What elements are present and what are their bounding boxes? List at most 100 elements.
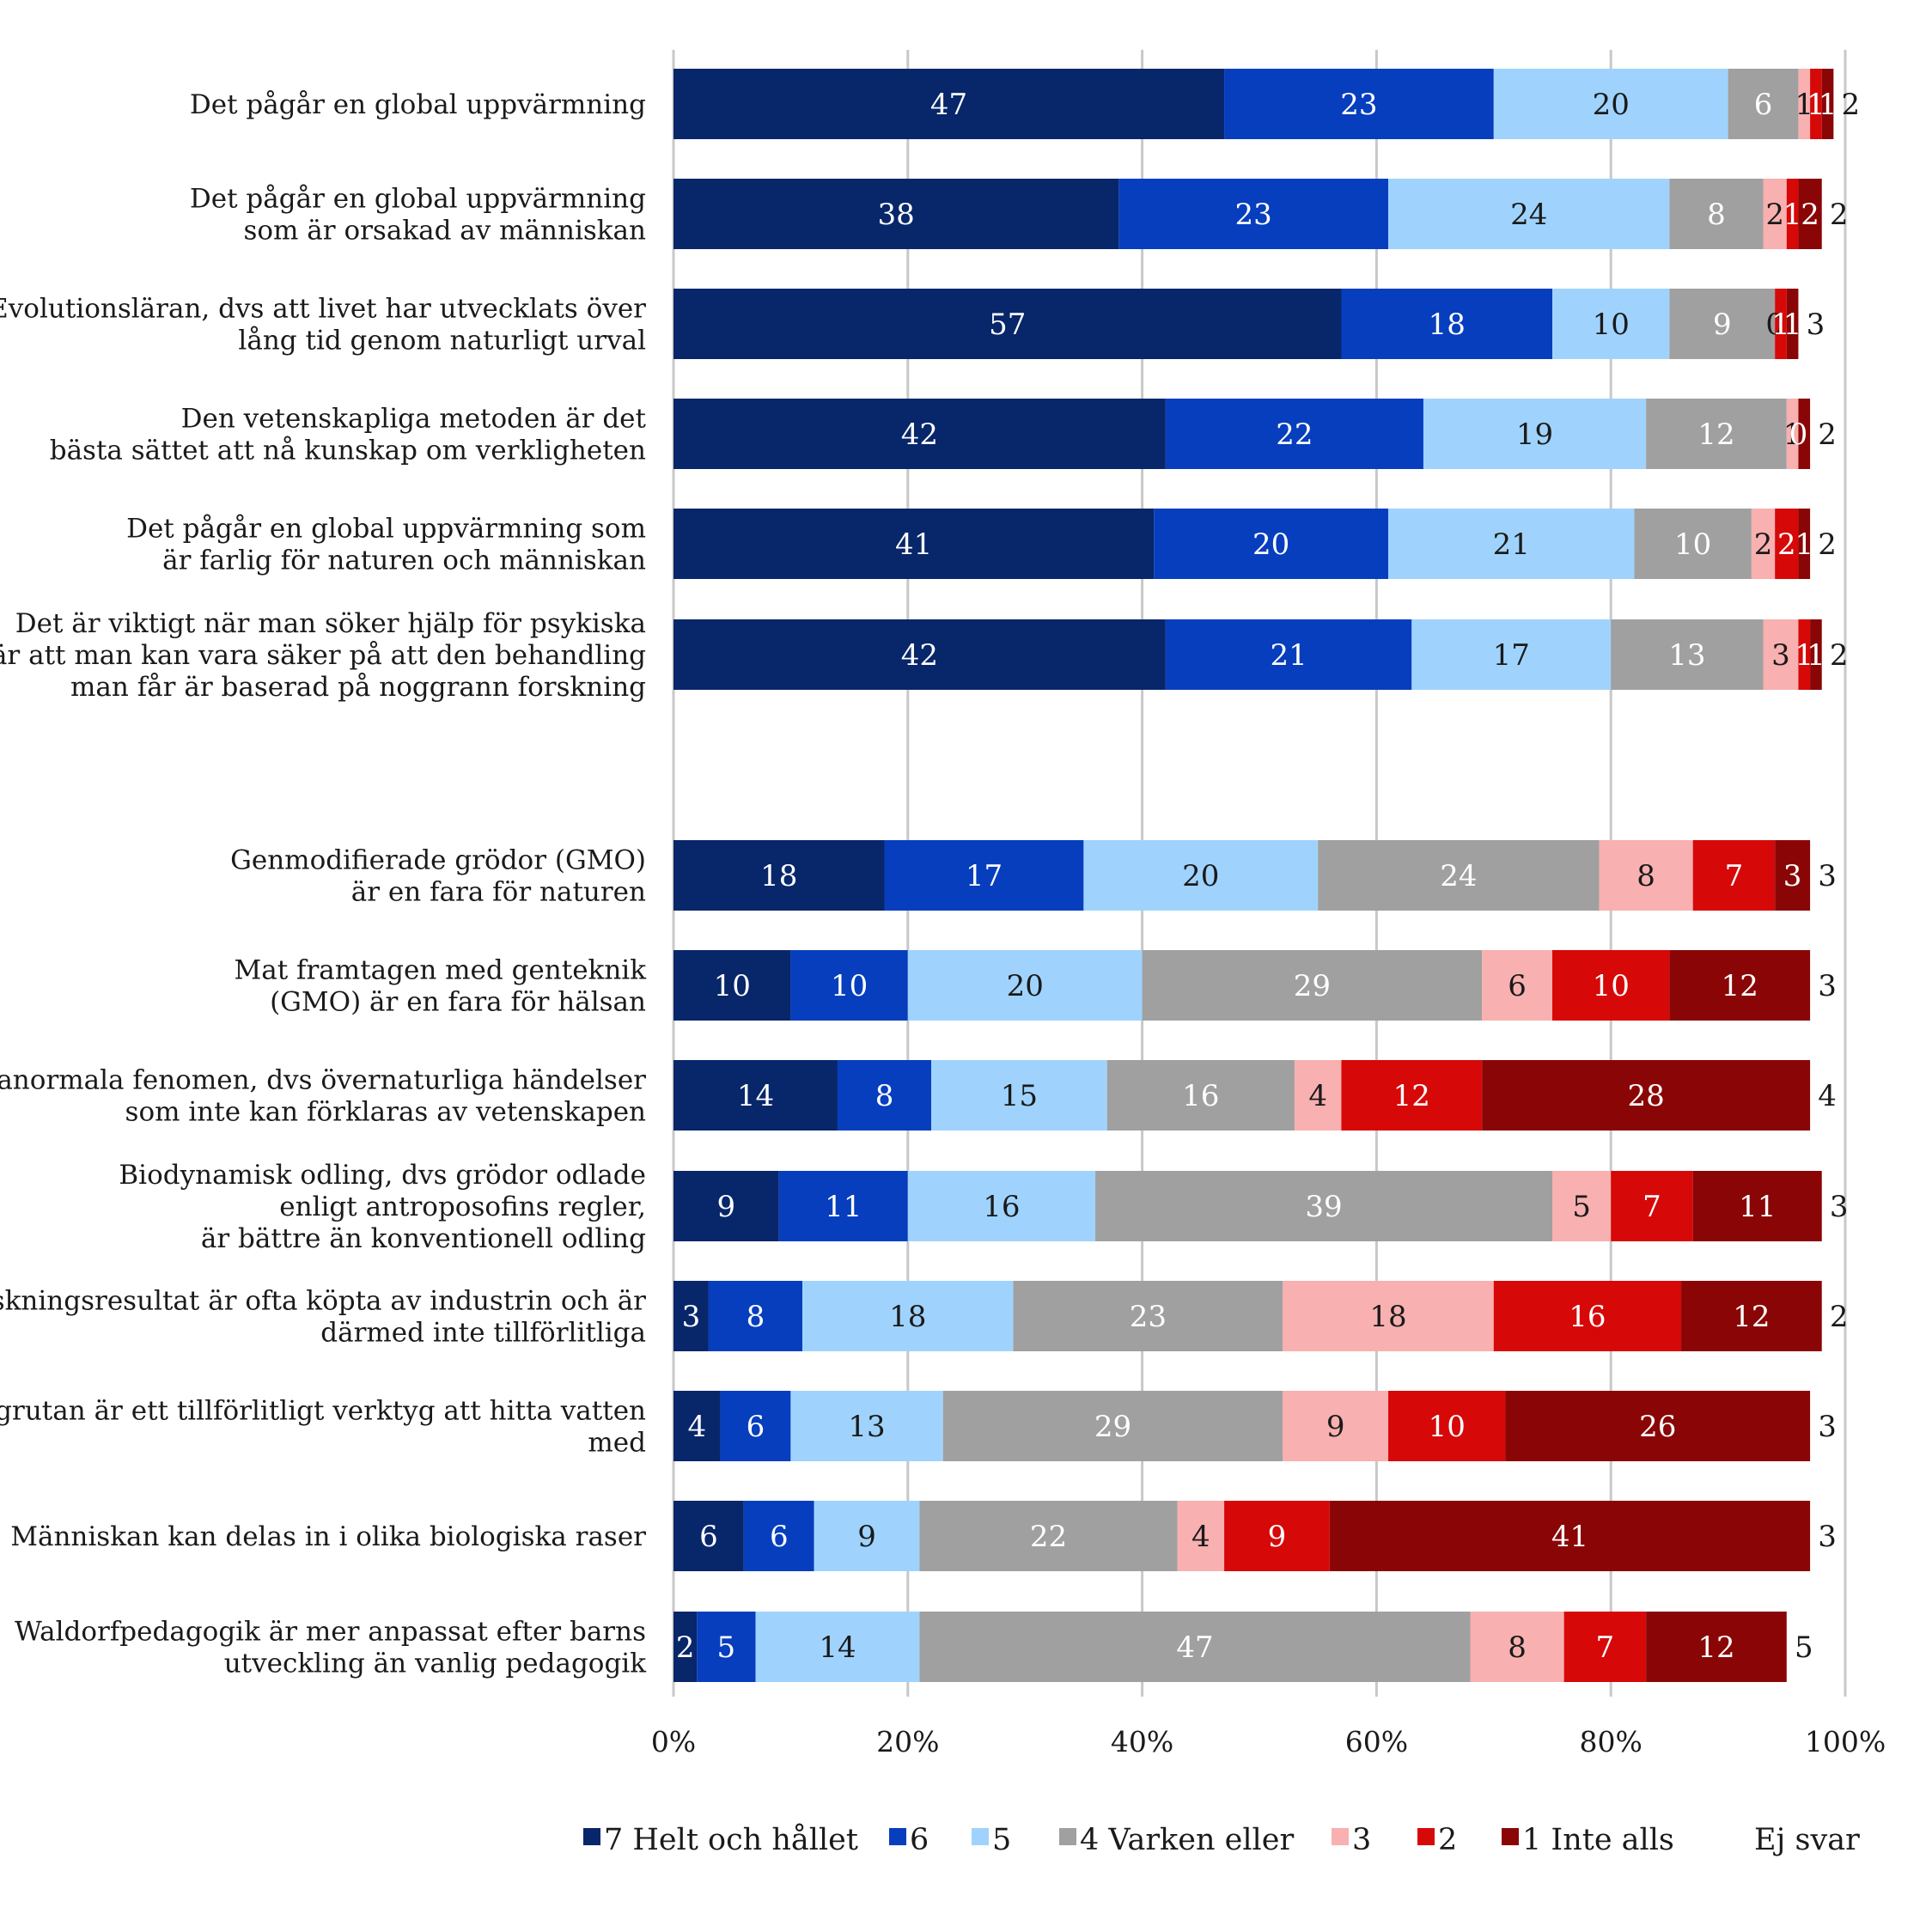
bar-segment	[1411, 619, 1612, 690]
legend: 7 Helt och hållet 6 5 4 Varken eller 3 2 1 Int…	[583, 1822, 1860, 1857]
bar-value-label: 2	[676, 1630, 695, 1665]
bar-value-label: 18	[889, 1300, 926, 1334]
bar-segment	[790, 950, 908, 1021]
bar-value-label: 22	[1276, 417, 1313, 452]
bar-value-label: 4	[1308, 1079, 1327, 1113]
bar-segment	[673, 179, 1119, 249]
bar-segment	[1599, 840, 1693, 911]
bar-value-label: 9	[1326, 1410, 1345, 1444]
bar-segment	[1728, 69, 1799, 139]
bar-segment	[1810, 619, 1822, 690]
bar-segment	[1786, 289, 1799, 359]
legend-swatch	[1417, 1828, 1435, 1845]
bar-segment	[755, 1612, 920, 1682]
bar-segment	[720, 1391, 791, 1461]
bar-value-label: 1	[1783, 198, 1802, 232]
bar-value-label: 2	[1754, 527, 1773, 562]
bars: 47 23 20 6 111 238 23 24 8 212 257 18 10 9 011 342 22 19 1…	[673, 69, 1860, 1682]
bar-value-label: 3	[682, 1300, 701, 1334]
x-tick-label: 100%	[1805, 1725, 1886, 1758]
bar-value-label: 17	[1493, 638, 1530, 673]
bar-segment	[1681, 1281, 1822, 1351]
bar-segment	[1388, 1391, 1506, 1461]
bar-segment	[1423, 399, 1647, 469]
bar-value-label: 11	[825, 1190, 862, 1224]
bar-value-label: 28	[1627, 1079, 1664, 1113]
bar-segment	[1552, 289, 1670, 359]
bar-value-label: 9	[1713, 308, 1732, 342]
bar-value-label: 14	[737, 1079, 774, 1113]
bar-segment	[1786, 399, 1799, 469]
bar-value-label: 9	[857, 1520, 876, 1554]
bar-segment	[919, 1612, 1471, 1682]
bar-value-label: 38	[878, 198, 915, 232]
legend-label: 5	[992, 1823, 1011, 1857]
bar-value-label: 24	[1510, 198, 1547, 232]
bar-row: 3 8 18 23 18 16 12 2	[673, 1281, 1849, 1351]
bar-segment	[1669, 179, 1764, 249]
bar-value-label: 7	[1643, 1190, 1661, 1224]
bar-value-label: 20	[1593, 88, 1630, 122]
bar-row: 18 17 20 24 8 7 3 3	[673, 840, 1837, 911]
bar-value-label: 10	[1593, 969, 1630, 1003]
bar-value-label: 19	[1516, 417, 1553, 452]
bar-segment	[1798, 399, 1811, 469]
bar-value-label: 29	[1294, 969, 1331, 1003]
bar-value-label: 2	[1801, 198, 1819, 232]
bar-value-label: 6	[747, 1410, 765, 1444]
legend-swatch	[972, 1828, 989, 1845]
bar-value-label: 18	[760, 859, 797, 893]
bar-segment	[1341, 1060, 1483, 1131]
legend-item: 5	[972, 1823, 1011, 1857]
bar-value-label: 22	[1030, 1520, 1067, 1554]
bar-value-label: 23	[1130, 1300, 1167, 1334]
bar-value-label: 12	[1697, 417, 1734, 452]
bar-segment	[743, 1501, 814, 1571]
no-answer-value-label: 2	[1842, 88, 1861, 122]
bar-value-label: 47	[930, 88, 967, 122]
x-tick-label: 40%	[1111, 1725, 1173, 1758]
bar-value-label: 6	[1508, 969, 1527, 1003]
bar-value-label: 41	[895, 527, 932, 562]
bar-segment	[673, 1171, 779, 1241]
bar-value-label: 47	[1176, 1630, 1213, 1665]
bar-segment	[1341, 289, 1552, 359]
legend-label: 3	[1352, 1823, 1371, 1857]
legend-item: 2	[1417, 1823, 1457, 1857]
bar-segment	[1154, 509, 1389, 579]
legend-swatch	[1332, 1828, 1349, 1845]
bar-value-label: 15	[1001, 1079, 1038, 1113]
bar-segment	[1165, 399, 1423, 469]
no-answer-value-label: 2	[1830, 638, 1849, 673]
bar-segment	[1552, 1171, 1612, 1241]
no-answer-value-label: 2	[1830, 1300, 1849, 1334]
bar-value-label: 1	[1819, 88, 1838, 122]
category-label: Genmodifierade grödor (GMO) är en fara fö…	[230, 845, 646, 908]
legend-item: 7 Helt och hållet	[583, 1822, 858, 1857]
bar-segment	[673, 69, 1225, 139]
legend-label: 4 Varken eller	[1080, 1823, 1294, 1857]
legend-swatch	[1502, 1828, 1519, 1845]
x-tick-label: 60%	[1345, 1725, 1408, 1758]
bar-segment	[1470, 1612, 1564, 1682]
bar-segment	[942, 1391, 1283, 1461]
bar-row: 9 11 16 39 5 7 11 3	[673, 1171, 1849, 1241]
category-label: Det pågår en global uppvärmning som är or…	[190, 184, 646, 247]
bar-value-label: 16	[1569, 1300, 1606, 1334]
bar-value-label: 9	[1268, 1520, 1287, 1554]
bar-value-label: 1	[1795, 638, 1813, 673]
bar-segment	[837, 1060, 932, 1131]
bar-value-label: 6	[699, 1520, 718, 1554]
bar-segment	[1810, 69, 1822, 139]
bar-segment	[1224, 69, 1494, 139]
bar-value-label: 7	[1596, 1630, 1615, 1665]
bar-value-label: 8	[1636, 859, 1655, 893]
bar-segment	[1329, 1501, 1811, 1571]
legend-label: 6	[910, 1823, 929, 1857]
no-answer-value-label: 3	[1807, 308, 1825, 342]
bar-value-label: 20	[1252, 527, 1289, 562]
legend-item: 1 Inte alls	[1502, 1823, 1674, 1857]
x-tick-label: 20%	[876, 1725, 939, 1758]
bar-value-label: 18	[1429, 308, 1466, 342]
